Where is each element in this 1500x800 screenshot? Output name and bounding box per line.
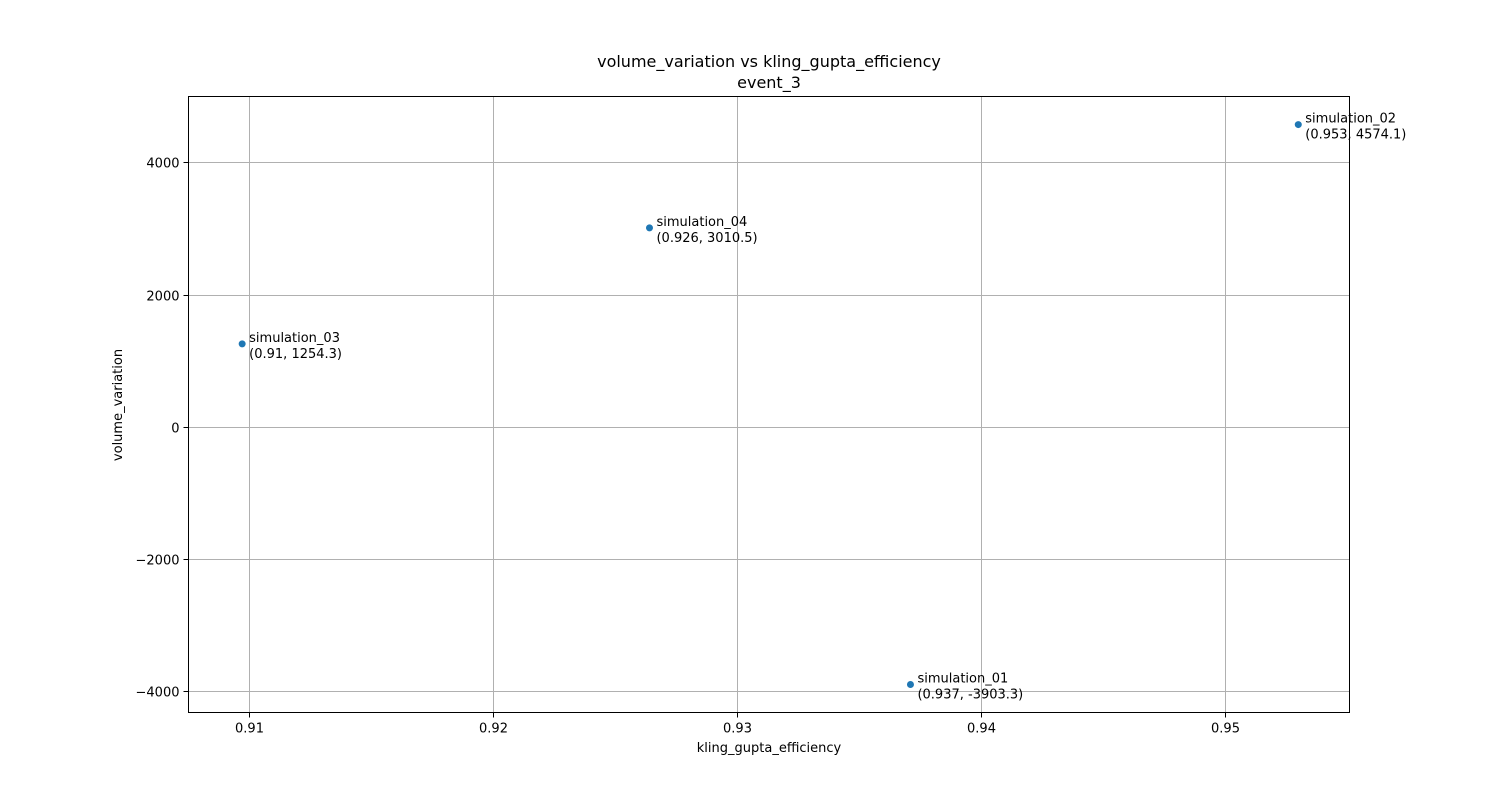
plot-frame xyxy=(188,96,1350,713)
y-tick-label: 0 xyxy=(171,422,179,437)
data-point xyxy=(906,681,914,689)
x-tick-label: 0.91 xyxy=(235,722,264,737)
data-point xyxy=(1294,121,1302,129)
x-tick-label: 0.92 xyxy=(479,722,508,737)
grid-layer xyxy=(188,96,1350,713)
point-coord-label: (0.926, 3010.5) xyxy=(656,231,757,246)
point-name-label: simulation_01 xyxy=(917,672,1008,687)
point-coord-label: (0.953, 4574.1) xyxy=(1305,128,1406,143)
y-tick-label: 2000 xyxy=(146,290,179,305)
y-axis-label: volume_variation xyxy=(111,349,126,461)
point-coord-label: (0.91, 1254.3) xyxy=(249,347,342,362)
chart-subtitle: event_3 xyxy=(737,73,801,93)
points-layer: simulation_01(0.937, -3903.3) simulation_… xyxy=(238,112,1406,703)
data-point xyxy=(645,224,653,232)
point-name-label: simulation_02 xyxy=(1305,112,1396,127)
y-tick-label: −4000 xyxy=(136,686,180,701)
y-tick-label: −2000 xyxy=(136,554,180,569)
x-tick-label: 0.95 xyxy=(1211,722,1240,737)
x-axis-label: kling_gupta_efficiency xyxy=(697,741,842,756)
point-coord-label: (0.937, -3903.3) xyxy=(917,688,1023,703)
x-tick-label: 0.93 xyxy=(723,722,752,737)
y-tick-label: 4000 xyxy=(146,157,179,172)
x-tick-label: 0.94 xyxy=(967,722,996,737)
point-name-label: simulation_03 xyxy=(249,331,340,346)
ticks-layer: 0.91 0.92 0.93 0.94 0.95 −4000 −2000 0 2000 4000 xyxy=(136,157,1240,737)
chart-title: volume_variation vs kling_gupta_efficien… xyxy=(597,52,941,72)
data-point xyxy=(238,340,246,348)
point-name-label: simulation_04 xyxy=(656,215,747,230)
